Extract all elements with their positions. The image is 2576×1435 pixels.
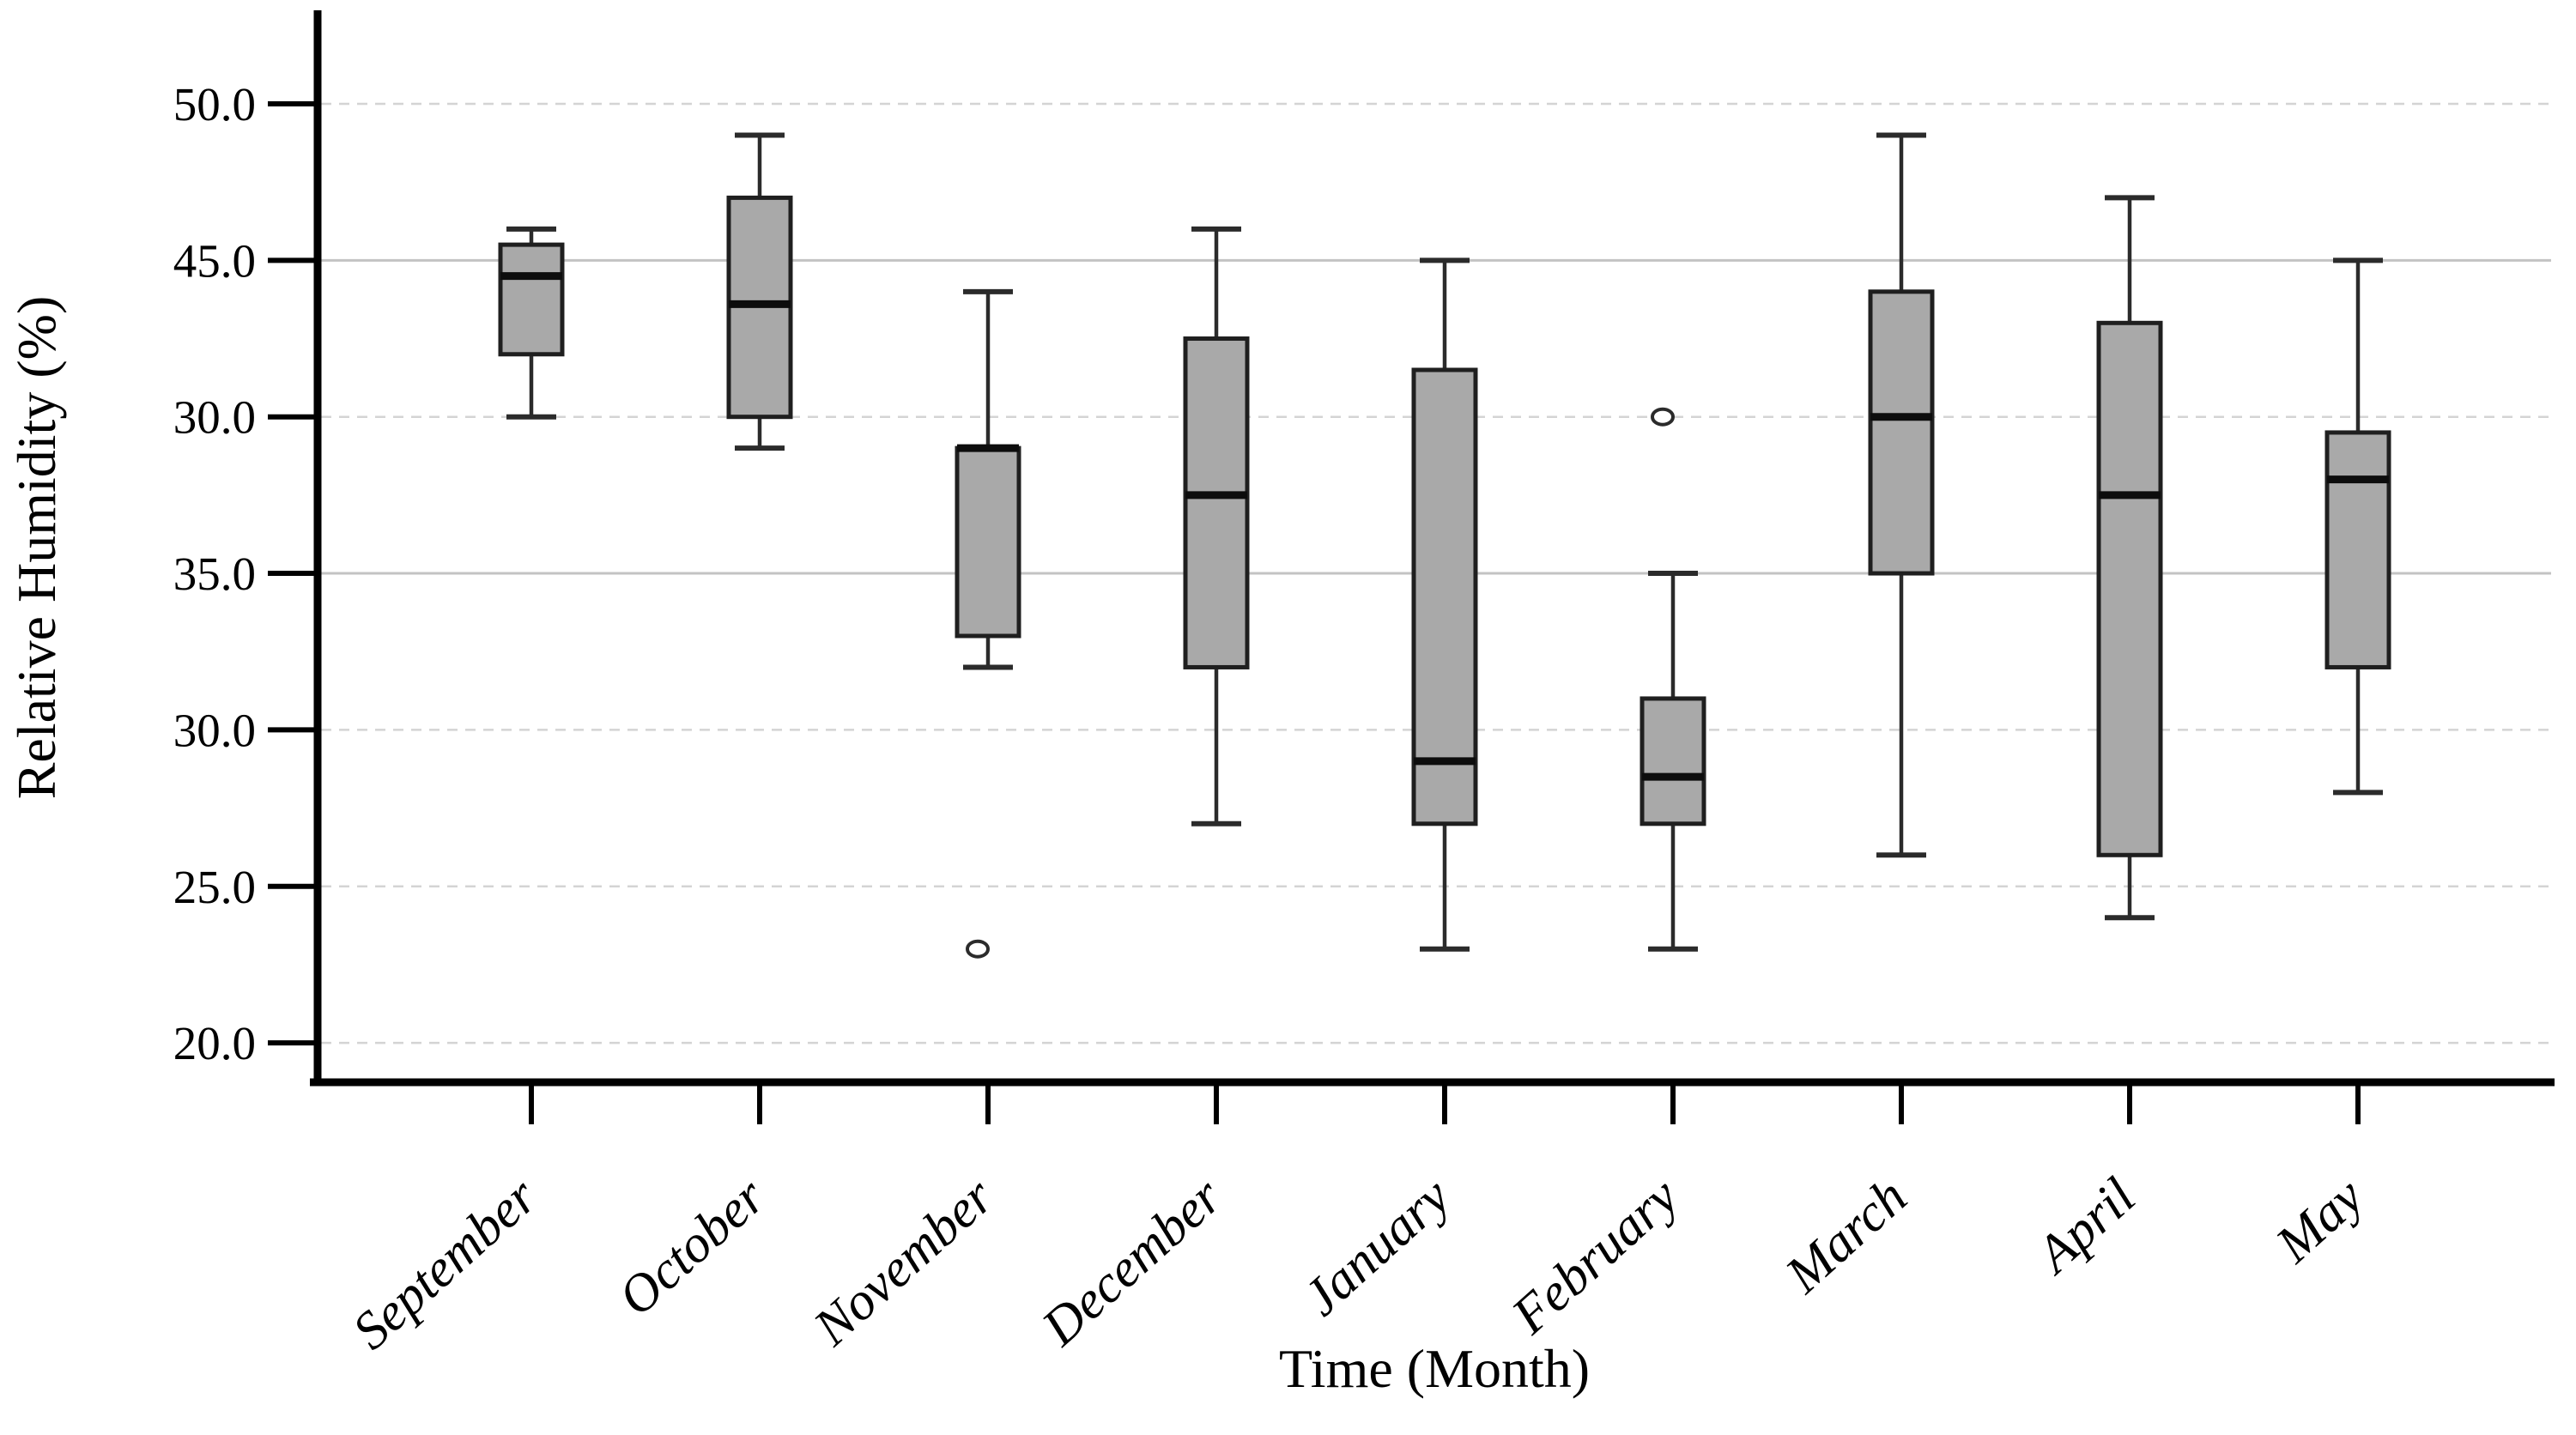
x-axis-title: Time (Month)	[1279, 1338, 1590, 1399]
iqr-box	[2324, 430, 2391, 669]
x-tick-label: January	[1293, 1167, 1462, 1328]
y-tick-label: 45.0	[173, 234, 256, 287]
box-november	[955, 288, 1021, 959]
y-axis-title: Relative Humidity (%)	[6, 296, 67, 800]
box-layer	[498, 132, 2391, 959]
axis-layer: 50.0 45.0 30.0 35.0 30.0 25.0 20.0 September Oct…	[173, 10, 2555, 1361]
y-tick-label: 25.0	[173, 861, 256, 913]
outlier-point	[1651, 407, 1675, 427]
x-tick-label: February	[1500, 1167, 1690, 1346]
y-tick-label: 20.0	[173, 1017, 256, 1069]
x-tick-label: March	[1774, 1167, 1918, 1305]
x-tick-label: April	[2023, 1167, 2146, 1286]
box-september	[498, 226, 565, 420]
box-march	[1868, 132, 1935, 858]
iqr-box	[955, 445, 1021, 639]
y-tick-label: 30.0	[173, 704, 256, 756]
iqr-box	[1868, 289, 1935, 576]
y-tick-label: 50.0	[173, 78, 256, 130]
box-october	[726, 132, 793, 451]
iqr-box	[2096, 320, 2163, 857]
iqr-box	[498, 242, 565, 357]
iqr-box	[1640, 696, 1706, 826]
iqr-box	[1183, 336, 1250, 669]
x-tick-label: December	[1031, 1166, 1233, 1357]
x-tick-label: September	[342, 1166, 549, 1360]
box-may	[2324, 257, 2391, 796]
box-february	[1640, 407, 1706, 952]
y-tick-label: 35.0	[173, 548, 256, 600]
x-tick-label: November	[803, 1166, 1005, 1357]
outlier-point	[966, 939, 990, 959]
y-tick-label: 30.0	[173, 391, 256, 444]
box-january	[1411, 257, 1478, 952]
x-tick-label: May	[2264, 1167, 2374, 1275]
box-april	[2096, 195, 2163, 921]
x-tick-label: October	[608, 1166, 777, 1327]
iqr-box	[1411, 367, 1478, 826]
box-december	[1183, 226, 1250, 826]
